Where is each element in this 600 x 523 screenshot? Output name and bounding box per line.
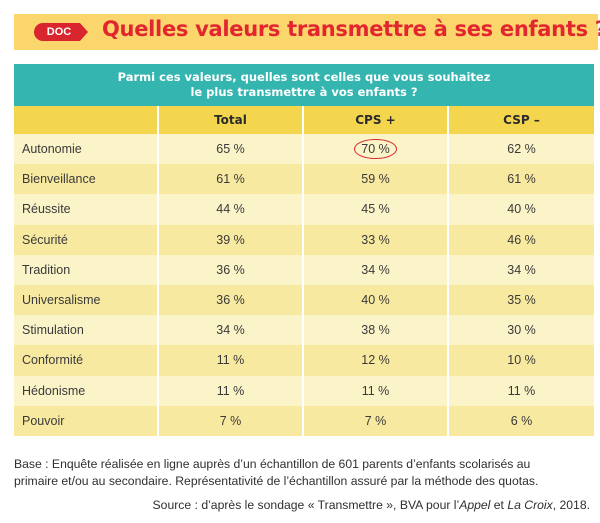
- survey-table-container: Parmi ces valeurs, quelles sont celles q…: [14, 64, 595, 436]
- table-caption-row: Parmi ces valeurs, quelles sont celles q…: [14, 64, 595, 106]
- cell-cps-plus: 38 %: [302, 315, 448, 346]
- cell-total: 65 %: [157, 134, 303, 165]
- table-row: Universalisme 36 % 40 % 35 %: [14, 284, 595, 316]
- cell-csp-minus: 6 %: [446, 405, 595, 436]
- cell-total: 11 %: [157, 375, 303, 406]
- cell-csp-minus: 61 %: [446, 164, 595, 195]
- cell-csp-minus: 30 %: [446, 315, 595, 346]
- row-label: Universalisme: [14, 284, 158, 316]
- table-body: Autonomie 65 % 70 % 62 % Bienveillance 6…: [14, 134, 595, 436]
- survey-table: Parmi ces valeurs, quelles sont celles q…: [14, 64, 595, 436]
- source-prefix: Source : d’après le sondage « Transmettr…: [152, 498, 460, 512]
- document-header: DOC Quelles valeurs transmettre à ses en…: [14, 14, 600, 50]
- column-header-total: Total: [157, 106, 303, 134]
- table-row: Réussite 44 % 45 % 40 %: [14, 194, 595, 225]
- cell-cps-plus: 34 %: [302, 254, 448, 285]
- table-row: Stimulation 34 % 38 % 30 %: [14, 315, 595, 346]
- row-label: Réussite: [14, 194, 158, 225]
- table-row: Sécurité 39 % 33 % 46 %: [14, 224, 595, 255]
- row-label: Pouvoir: [14, 405, 158, 436]
- cell-total: 36 %: [157, 284, 303, 316]
- row-label: Conformité: [14, 345, 158, 376]
- cell-csp-minus: 11 %: [446, 375, 595, 406]
- table-caption: Parmi ces valeurs, quelles sont celles q…: [14, 64, 595, 106]
- source-note: Source : d’après le sondage « Transmettr…: [153, 498, 590, 512]
- cell-cps-plus: 70 %: [302, 134, 448, 165]
- doc-badge: DOC: [34, 23, 88, 41]
- cell-csp-minus: 62 %: [446, 134, 595, 165]
- circled-highlight-value: 70 %: [354, 139, 397, 160]
- cell-csp-minus: 35 %: [446, 284, 595, 316]
- base-note-line-1: Base : Enquête réalisée en ligne auprès …: [14, 457, 531, 471]
- table-row: Tradition 36 % 34 % 34 %: [14, 254, 595, 285]
- cell-total: 11 %: [157, 345, 303, 376]
- cell-cps-plus: 59 %: [302, 164, 448, 195]
- cell-cps-plus: 40 %: [302, 284, 448, 316]
- table-row: Autonomie 65 % 70 % 62 %: [14, 134, 595, 165]
- row-label: Hédonisme: [14, 375, 158, 406]
- row-label: Sécurité: [14, 224, 158, 255]
- table-caption-line-2: le plus transmettre à vos enfants ?: [190, 85, 418, 99]
- cell-total: 34 %: [157, 315, 303, 346]
- base-note: Base : Enquête réalisée en ligne auprès …: [14, 456, 594, 490]
- row-label: Tradition: [14, 254, 158, 285]
- cell-total: 39 %: [157, 224, 303, 255]
- table-row: Hédonisme 11 % 11 % 11 %: [14, 375, 595, 406]
- row-label: Stimulation: [14, 315, 158, 346]
- cell-cps-plus: 12 %: [302, 345, 448, 376]
- table-row: Conformité 11 % 12 % 10 %: [14, 345, 595, 376]
- column-header-label: [14, 106, 158, 134]
- table-header-row: Total CPS + CSP –: [14, 106, 595, 134]
- source-suffix: , 2018.: [552, 498, 590, 512]
- base-note-line-2: primaire et/ou au secondaire. Représenta…: [14, 474, 539, 488]
- source-and: et: [490, 498, 508, 512]
- cell-csp-minus: 40 %: [446, 194, 595, 225]
- cell-cps-plus: 45 %: [302, 194, 448, 225]
- column-header-cps-plus: CPS +: [302, 106, 448, 134]
- table-row: Pouvoir 7 % 7 % 6 %: [14, 405, 595, 436]
- cell-total: 7 %: [157, 405, 303, 436]
- cell-total: 44 %: [157, 194, 303, 225]
- cell-total: 36 %: [157, 254, 303, 285]
- document-title: Quelles valeurs transmettre à ses enfant…: [102, 17, 600, 41]
- cell-csp-minus: 34 %: [446, 254, 595, 285]
- cell-cps-plus: 7 %: [302, 405, 448, 436]
- table-row: Bienveillance 61 % 59 % 61 %: [14, 164, 595, 195]
- row-label: Bienveillance: [14, 164, 158, 195]
- row-label: Autonomie: [14, 134, 158, 165]
- source-publication-1: Appel: [459, 498, 491, 512]
- cell-cps-plus: 11 %: [302, 375, 448, 406]
- column-header-csp-minus: CSP –: [446, 106, 595, 134]
- cell-csp-minus: 46 %: [446, 224, 595, 255]
- cell-total: 61 %: [157, 164, 303, 195]
- cell-csp-minus: 10 %: [446, 345, 595, 376]
- cell-cps-plus: 33 %: [302, 224, 448, 255]
- table-caption-line-1: Parmi ces valeurs, quelles sont celles q…: [117, 70, 491, 84]
- source-publication-2: La Croix: [507, 498, 553, 512]
